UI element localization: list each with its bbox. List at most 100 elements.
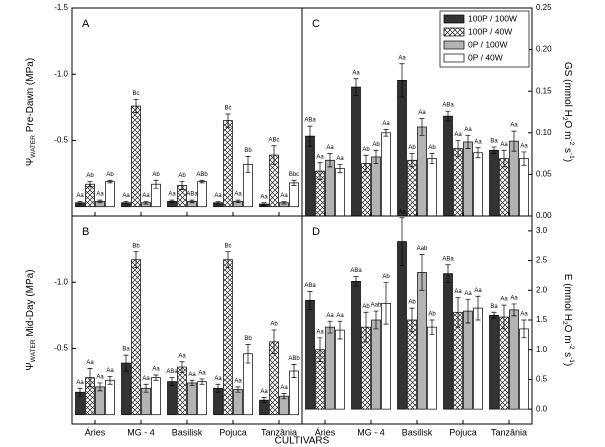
error-bar bbox=[373, 310, 379, 330]
annotation: ABb bbox=[288, 356, 300, 362]
legend-label: 0P / 100W bbox=[468, 39, 508, 49]
y-tick-label: 1.5 bbox=[536, 315, 548, 324]
annotation: Aa bbox=[510, 296, 518, 302]
y-axis-label-part: Pre-Dawn (MPa) bbox=[25, 58, 36, 135]
x-tick-label: Tanzânia bbox=[491, 427, 527, 437]
y-tick-label: -1.0 bbox=[54, 277, 68, 286]
bar bbox=[397, 80, 407, 217]
error-bar bbox=[97, 199, 103, 204]
error-bar bbox=[307, 291, 313, 310]
bar bbox=[489, 314, 499, 410]
bar bbox=[335, 329, 345, 410]
y-tick-label: 3.0 bbox=[536, 226, 548, 235]
error-bar bbox=[143, 201, 149, 205]
bar bbox=[371, 319, 381, 410]
y-tick-label: 0.20 bbox=[536, 45, 552, 54]
error-bar bbox=[199, 378, 205, 385]
error-bar bbox=[123, 201, 129, 205]
error-bar bbox=[225, 113, 231, 128]
error-bar bbox=[225, 251, 231, 269]
annotation: ABb bbox=[196, 172, 208, 178]
bar bbox=[223, 259, 233, 416]
error-bar bbox=[327, 320, 333, 334]
annotation: Aa bbox=[152, 367, 160, 373]
annotation: ABa bbox=[350, 268, 362, 274]
annotation: Aa bbox=[178, 353, 186, 359]
annotation: Aa bbox=[474, 288, 482, 294]
error-bar bbox=[189, 379, 195, 386]
annotation: Aa bbox=[188, 372, 196, 378]
annotation: ABa bbox=[442, 256, 454, 262]
y-axis-label-part: Ψ bbox=[25, 362, 36, 370]
error-bar bbox=[235, 386, 241, 393]
y-tick-label: 0.10 bbox=[536, 128, 552, 137]
bar bbox=[519, 328, 529, 410]
legend-label: 100P / 40W bbox=[468, 26, 512, 36]
y-tick-label: 0.25 bbox=[536, 3, 552, 12]
annotation: Ab bbox=[382, 274, 390, 280]
x-tick-label: MG - 4 bbox=[357, 427, 385, 437]
error-bar bbox=[245, 156, 251, 173]
legend-label: 0P / 40W bbox=[468, 52, 503, 62]
bar bbox=[305, 135, 315, 217]
error-bar bbox=[153, 179, 159, 189]
bar bbox=[197, 181, 207, 208]
error-bar bbox=[419, 254, 425, 291]
error-bar bbox=[87, 368, 93, 388]
annotation: Ab bbox=[408, 300, 416, 306]
panel-label: A bbox=[82, 18, 90, 30]
bar bbox=[463, 310, 473, 410]
bar bbox=[519, 158, 529, 217]
error-bar bbox=[383, 282, 389, 325]
annotation: Aa bbox=[86, 360, 94, 366]
annotation: Aa bbox=[316, 154, 324, 160]
y-axis-label-part: 2 bbox=[561, 117, 568, 121]
error-bar bbox=[409, 307, 415, 333]
annotation: Aa bbox=[76, 380, 84, 386]
y-axis-label-part: ) bbox=[562, 363, 573, 366]
annotation: Aa bbox=[474, 139, 482, 145]
bar bbox=[463, 141, 473, 217]
bar bbox=[489, 149, 499, 217]
bar bbox=[131, 105, 141, 208]
error-bar bbox=[281, 393, 287, 400]
annotation: Aa bbox=[336, 156, 344, 162]
error-bar bbox=[353, 78, 359, 96]
annotation: Aa bbox=[326, 145, 334, 151]
bar bbox=[427, 158, 437, 217]
annotation: Bb bbox=[244, 336, 252, 342]
y-tick-label: -0.5 bbox=[54, 344, 68, 353]
y-axis-label-part: Mid-Day (MPa) bbox=[25, 269, 36, 339]
bar bbox=[223, 120, 233, 208]
x-tick-label: Tanzânia bbox=[261, 427, 297, 437]
annotation: Ab bbox=[152, 172, 160, 178]
y-tick-label: 2.0 bbox=[536, 285, 548, 294]
error-bar bbox=[337, 164, 343, 174]
annotation: Ab bbox=[362, 147, 370, 153]
annotation: Ba bbox=[490, 139, 498, 145]
y-axis-label-part: s bbox=[562, 349, 573, 357]
error-bar bbox=[465, 134, 471, 149]
error-bar bbox=[521, 151, 527, 166]
error-bar bbox=[87, 181, 93, 188]
error-bar bbox=[491, 146, 497, 154]
annotation: Aa bbox=[198, 371, 206, 377]
annotation: Aa bbox=[76, 193, 84, 199]
annotation: Aa bbox=[500, 142, 508, 148]
annotation: Aa bbox=[500, 297, 508, 303]
x-axis-label: CULTIVARS bbox=[275, 436, 330, 447]
annotation: Ab bbox=[428, 312, 436, 318]
annotation: Aa bbox=[418, 110, 426, 116]
annotation: Aa bbox=[454, 289, 462, 295]
error-bar bbox=[363, 311, 369, 343]
error-bar bbox=[291, 179, 297, 186]
annotation: Bc bbox=[132, 91, 139, 97]
y-axis-label-part: s bbox=[562, 145, 573, 153]
annotation: Aa bbox=[382, 121, 390, 127]
bar bbox=[443, 273, 453, 410]
bar bbox=[131, 259, 141, 416]
error-bar bbox=[169, 377, 175, 386]
bar bbox=[305, 300, 315, 410]
y-tick-label: -1.5 bbox=[54, 3, 68, 12]
